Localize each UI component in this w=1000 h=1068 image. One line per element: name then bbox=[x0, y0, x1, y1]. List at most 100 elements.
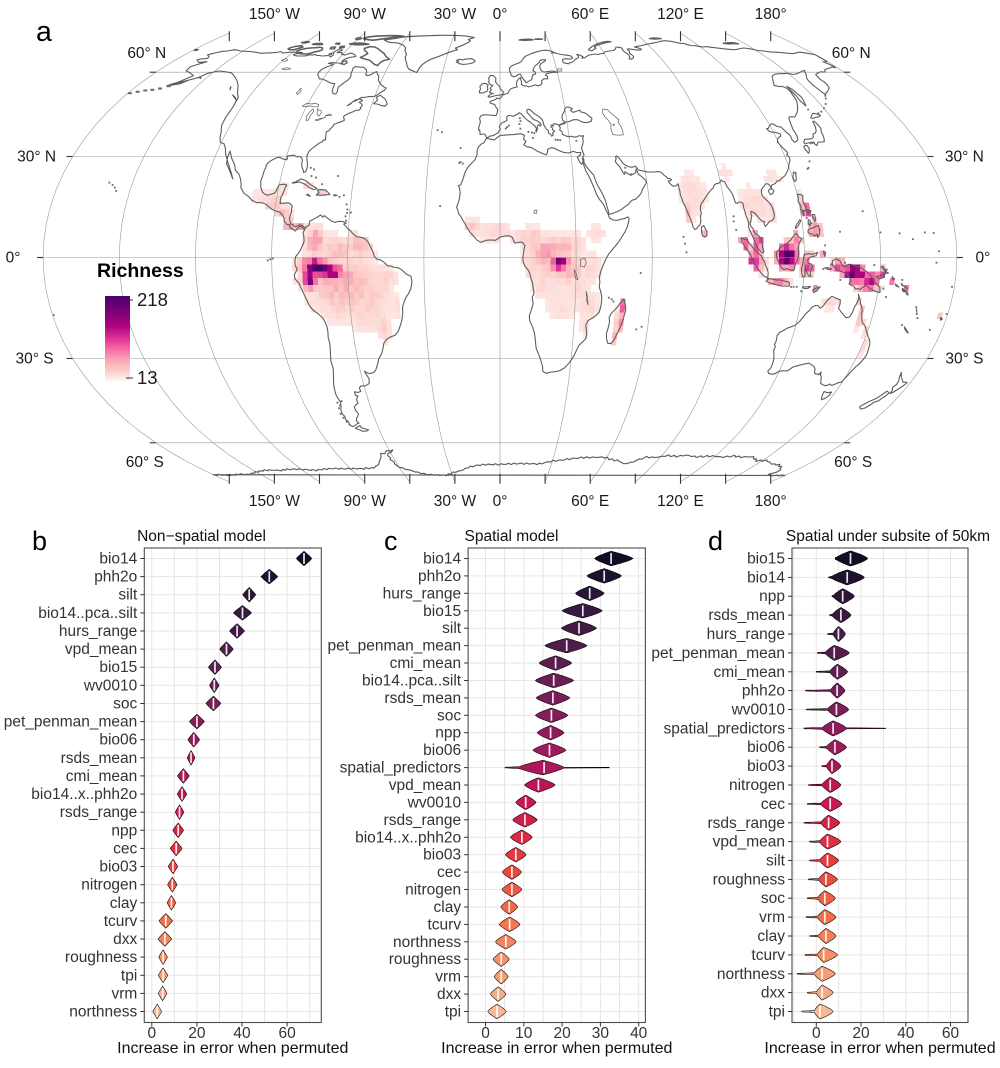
svg-text:cmi_mean: cmi_mean bbox=[714, 664, 786, 681]
svg-text:vpd_mean: vpd_mean bbox=[65, 641, 137, 658]
svg-text:180°: 180° bbox=[755, 6, 787, 23]
svg-text:silt: silt bbox=[118, 587, 138, 604]
svg-text:bio06: bio06 bbox=[99, 732, 137, 749]
svg-text:soc: soc bbox=[113, 696, 137, 713]
svg-text:40: 40 bbox=[630, 1025, 648, 1042]
svg-text:bio15: bio15 bbox=[423, 603, 461, 620]
svg-text:nitrogen: nitrogen bbox=[81, 877, 137, 894]
svg-text:clay: clay bbox=[434, 899, 462, 916]
svg-text:dxx: dxx bbox=[437, 986, 461, 1003]
svg-text:wv0010: wv0010 bbox=[731, 702, 786, 719]
svg-text:bio15: bio15 bbox=[747, 551, 785, 568]
svg-text:cec: cec bbox=[437, 864, 461, 881]
svg-text:10: 10 bbox=[515, 1025, 533, 1042]
svg-text:30° S: 30° S bbox=[16, 351, 54, 368]
svg-text:vrm: vrm bbox=[759, 909, 785, 926]
svg-text:vpd_mean: vpd_mean bbox=[389, 777, 461, 794]
svg-text:silt: silt bbox=[442, 620, 462, 637]
svg-text:tpi: tpi bbox=[769, 1004, 785, 1021]
svg-text:Increase in error when permute: Increase in error when permuted bbox=[117, 1040, 348, 1057]
svg-text:0: 0 bbox=[812, 1025, 821, 1042]
svg-text:13: 13 bbox=[137, 367, 158, 388]
svg-text:cec: cec bbox=[761, 796, 785, 813]
svg-text:hurs_range: hurs_range bbox=[383, 585, 461, 602]
svg-text:wv0010: wv0010 bbox=[83, 677, 138, 694]
svg-text:bio14..x..phh2o: bio14..x..phh2o bbox=[355, 829, 461, 846]
svg-text:northness: northness bbox=[393, 934, 461, 951]
svg-text:0°: 0° bbox=[975, 250, 990, 267]
svg-text:40: 40 bbox=[233, 1025, 251, 1042]
svg-text:hurs_range: hurs_range bbox=[707, 626, 785, 643]
svg-text:npp: npp bbox=[759, 588, 785, 605]
svg-text:bio06: bio06 bbox=[747, 739, 785, 756]
svg-text:60° S: 60° S bbox=[126, 454, 164, 471]
svg-text:a: a bbox=[36, 16, 52, 48]
svg-text:bio14: bio14 bbox=[99, 551, 137, 568]
svg-text:cmi_mean: cmi_mean bbox=[66, 768, 138, 785]
svg-text:soc: soc bbox=[437, 707, 461, 724]
svg-text:northness: northness bbox=[69, 1004, 137, 1021]
svg-text:150° W: 150° W bbox=[249, 493, 300, 510]
svg-text:tpi: tpi bbox=[121, 967, 137, 984]
svg-text:rsds_mean: rsds_mean bbox=[708, 607, 785, 624]
svg-text:150° W: 150° W bbox=[249, 6, 300, 23]
svg-text:Increase in error when permute: Increase in error when permuted bbox=[764, 1040, 995, 1057]
svg-text:30° W: 30° W bbox=[434, 493, 477, 510]
svg-text:20: 20 bbox=[852, 1025, 870, 1042]
svg-text:spatial_predictors: spatial_predictors bbox=[664, 720, 786, 737]
svg-text:northness: northness bbox=[717, 966, 785, 983]
svg-text:roughness: roughness bbox=[389, 951, 462, 968]
svg-text:0°: 0° bbox=[6, 250, 21, 267]
svg-text:d: d bbox=[708, 526, 723, 556]
svg-text:0: 0 bbox=[481, 1025, 490, 1042]
svg-text:phh2o: phh2o bbox=[418, 568, 461, 585]
svg-text:120° E: 120° E bbox=[657, 6, 704, 23]
svg-text:30° N: 30° N bbox=[17, 149, 56, 166]
svg-text:vrm: vrm bbox=[111, 985, 137, 1002]
svg-text:silt: silt bbox=[766, 853, 786, 870]
svg-text:20: 20 bbox=[188, 1025, 206, 1042]
svg-text:bio06: bio06 bbox=[423, 742, 461, 759]
svg-text:vrm: vrm bbox=[435, 969, 461, 986]
svg-text:rsds_range: rsds_range bbox=[384, 812, 462, 829]
svg-text:dxx: dxx bbox=[113, 931, 137, 948]
svg-text:60° E: 60° E bbox=[571, 6, 609, 23]
svg-text:wv0010: wv0010 bbox=[407, 794, 462, 811]
svg-text:hurs_range: hurs_range bbox=[59, 623, 137, 640]
svg-text:clay: clay bbox=[110, 895, 138, 912]
svg-text:dxx: dxx bbox=[761, 985, 785, 1002]
svg-text:30° S: 30° S bbox=[945, 351, 983, 368]
svg-text:rsds_range: rsds_range bbox=[707, 815, 785, 832]
svg-text:soc: soc bbox=[761, 890, 785, 907]
svg-text:pet_penman_mean: pet_penman_mean bbox=[651, 645, 785, 662]
svg-text:0°: 0° bbox=[493, 493, 508, 510]
svg-text:clay: clay bbox=[757, 928, 785, 945]
svg-text:npp: npp bbox=[435, 725, 461, 742]
svg-text:60: 60 bbox=[278, 1025, 296, 1042]
svg-text:tcurv: tcurv bbox=[751, 947, 785, 964]
svg-text:0°: 0° bbox=[493, 6, 508, 23]
svg-text:bio14: bio14 bbox=[423, 551, 461, 568]
svg-text:nitrogen: nitrogen bbox=[405, 882, 461, 899]
svg-text:tcurv: tcurv bbox=[104, 913, 138, 930]
svg-text:30: 30 bbox=[592, 1025, 610, 1042]
svg-text:pet_penman_mean: pet_penman_mean bbox=[4, 714, 138, 731]
svg-text:bio15: bio15 bbox=[99, 659, 137, 676]
svg-text:Non−spatial model: Non−spatial model bbox=[137, 528, 266, 545]
svg-text:c: c bbox=[384, 526, 398, 556]
svg-text:spatial_predictors: spatial_predictors bbox=[340, 760, 462, 777]
svg-text:60° S: 60° S bbox=[834, 454, 872, 471]
svg-text:bio03: bio03 bbox=[99, 859, 137, 876]
svg-text:20: 20 bbox=[553, 1025, 571, 1042]
svg-text:cmi_mean: cmi_mean bbox=[390, 655, 462, 672]
svg-text:bio14..x..phh2o: bio14..x..phh2o bbox=[31, 786, 137, 803]
svg-text:Richness: Richness bbox=[97, 260, 184, 282]
svg-text:Spatial under subsite of 50km: Spatial under subsite of 50km bbox=[786, 528, 990, 545]
svg-text:30° N: 30° N bbox=[945, 149, 984, 166]
svg-text:bio03: bio03 bbox=[747, 758, 785, 775]
svg-text:180°: 180° bbox=[755, 493, 787, 510]
svg-text:60: 60 bbox=[942, 1025, 960, 1042]
svg-text:bio14: bio14 bbox=[747, 569, 785, 586]
svg-text:60° N: 60° N bbox=[127, 45, 166, 62]
svg-text:tpi: tpi bbox=[445, 1004, 461, 1021]
